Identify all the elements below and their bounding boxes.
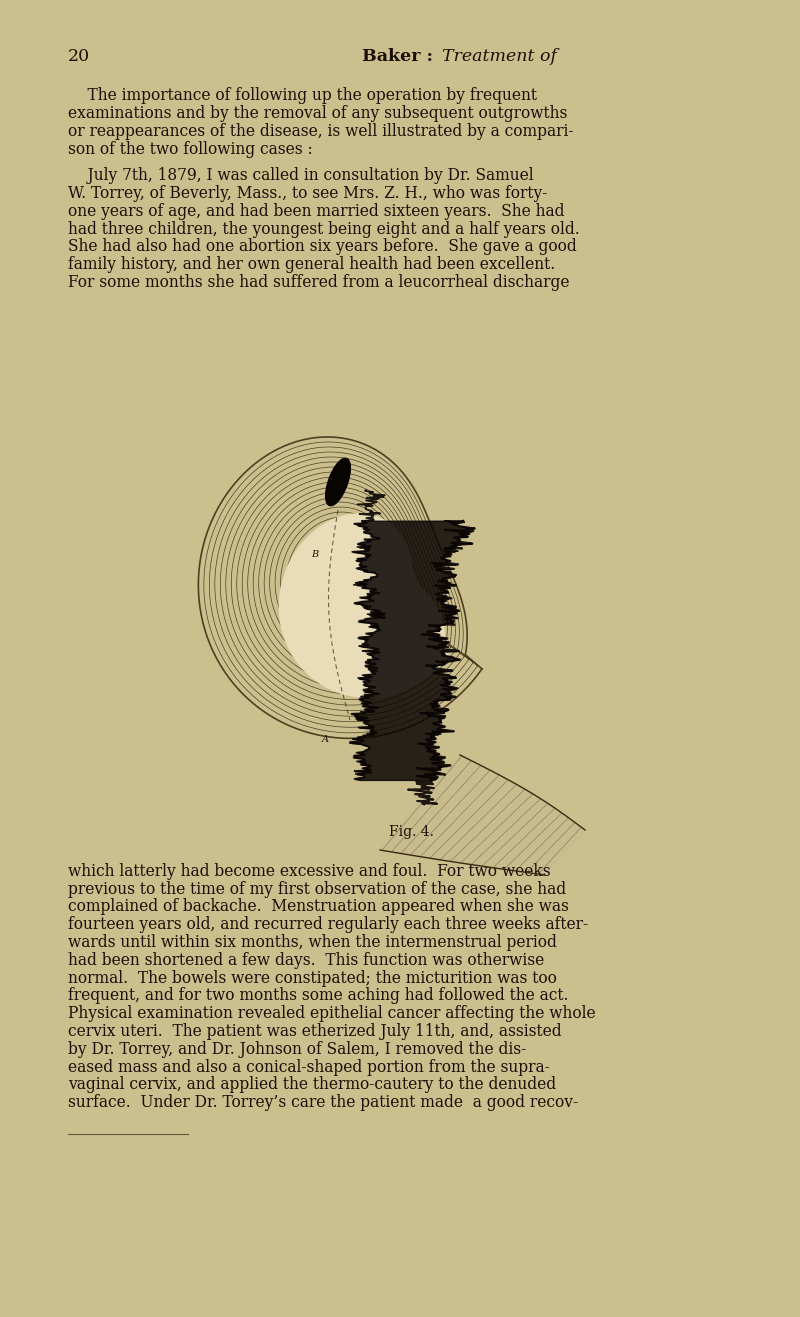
Text: surface.  Under Dr. Torrey’s care the patient made  a good recov-: surface. Under Dr. Torrey’s care the pat… [68,1094,578,1112]
Text: eased mass and also a conical-shaped portion from the supra-: eased mass and also a conical-shaped por… [68,1059,550,1076]
Text: W. Torrey, of Beverly, Mass., to see Mrs. Z. H., who was forty-: W. Torrey, of Beverly, Mass., to see Mrs… [68,186,547,202]
Polygon shape [326,458,350,506]
Polygon shape [198,437,482,739]
Text: She had also had one abortion six years before.  She gave a good: She had also had one abortion six years … [68,238,577,255]
Text: previous to the time of my first observation of the case, she had: previous to the time of my first observa… [68,881,566,898]
Text: B: B [311,551,318,558]
Text: one years of age, and had been married sixteen years.  She had: one years of age, and had been married s… [68,203,565,220]
Text: normal.  The bowels were constipated; the micturition was too: normal. The bowels were constipated; the… [68,969,557,986]
Text: or reappearances of the disease, is well illustrated by a compari-: or reappearances of the disease, is well… [68,122,574,140]
Text: Treatment of: Treatment of [442,47,556,65]
Text: family history, and her own general health had been excellent.: family history, and her own general heal… [68,257,555,273]
Text: A: A [322,735,329,744]
Text: vaginal cervix, and applied the thermo-cautery to the denuded: vaginal cervix, and applied the thermo-c… [68,1076,556,1093]
Text: wards until within six months, when the intermenstrual period: wards until within six months, when the … [68,934,557,951]
Text: July 7th, 1879, I was called in consultation by Dr. Samuel: July 7th, 1879, I was called in consulta… [68,167,534,184]
Text: Physical examination revealed epithelial cancer affecting the whole: Physical examination revealed epithelial… [68,1005,596,1022]
Text: son of the two following cases :: son of the two following cases : [68,141,313,158]
Text: had three children, the youngest being eight and a half years old.: had three children, the youngest being e… [68,221,580,237]
Text: which latterly had become excessive and foul.  For two weeks: which latterly had become excessive and … [68,863,550,880]
Polygon shape [279,514,448,698]
Text: examinations and by the removal of any subsequent outgrowths: examinations and by the removal of any s… [68,105,567,122]
Text: Baker :: Baker : [362,47,433,65]
Text: 20: 20 [68,47,90,65]
Text: had been shortened a few days.  This function was otherwise: had been shortened a few days. This func… [68,952,544,969]
Text: cervix uteri.  The patient was etherized July 11th, and, assisted: cervix uteri. The patient was etherized … [68,1023,562,1040]
Text: The importance of following up the operation by frequent: The importance of following up the opera… [68,87,537,104]
Text: by Dr. Torrey, and Dr. Johnson of Salem, I removed the dis-: by Dr. Torrey, and Dr. Johnson of Salem,… [68,1040,526,1058]
Text: Fig. 4.: Fig. 4. [389,824,434,839]
Text: fourteen years old, and recurred regularly each three weeks after-: fourteen years old, and recurred regular… [68,917,588,934]
Text: For some months she had suffered from a leucorrheal discharge: For some months she had suffered from a … [68,274,570,291]
Text: complained of backache.  Menstruation appeared when she was: complained of backache. Menstruation app… [68,898,569,915]
Polygon shape [380,755,585,874]
Text: frequent, and for two months some aching had followed the act.: frequent, and for two months some aching… [68,988,569,1005]
